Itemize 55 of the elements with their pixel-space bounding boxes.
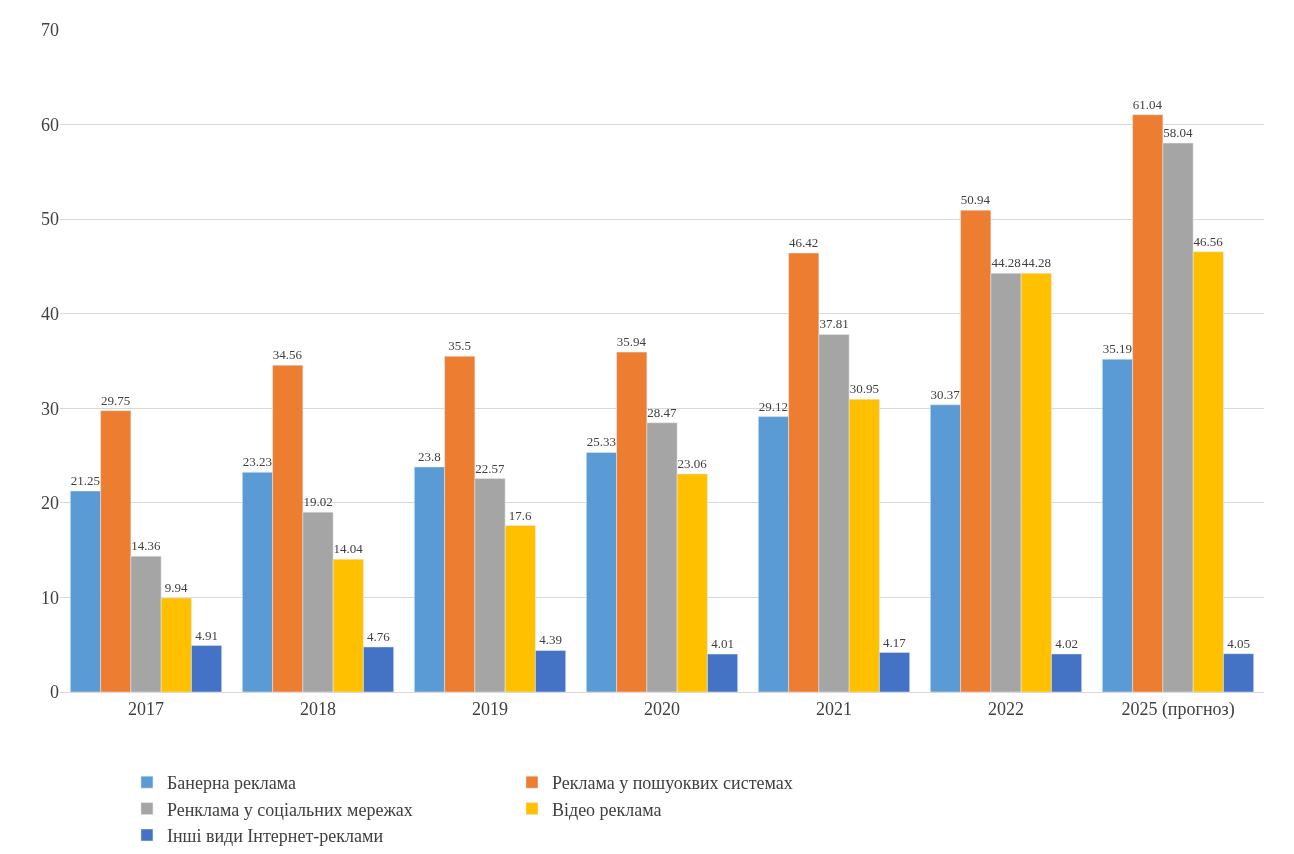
data-label: 61.04 <box>1132 96 1163 112</box>
x-tick-label: 2017 <box>128 698 164 719</box>
data-label: 4.01 <box>711 636 734 652</box>
data-label: 23.23 <box>242 454 273 470</box>
data-label: 23.8 <box>418 448 441 464</box>
data-label: 4.91 <box>195 627 218 643</box>
y-tick-label: 10 <box>41 587 59 608</box>
legend-label: Ренклама у соціальних мережах <box>166 799 413 820</box>
data-label: 21.25 <box>70 473 101 489</box>
x-tick-label: 2021 <box>816 698 852 719</box>
data-label: 44.28 <box>1021 255 1051 271</box>
data-label: 46.42 <box>789 235 819 250</box>
data-label: 4.02 <box>1055 635 1078 651</box>
data-label: 34.56 <box>272 347 303 363</box>
legend-label: Банерна реклама <box>166 773 297 794</box>
data-label: 19.02 <box>303 494 333 510</box>
data-label: 29.12 <box>758 398 789 414</box>
y-tick-label: 70 <box>41 20 59 41</box>
data-label: 37.81 <box>819 316 849 332</box>
data-label: 4.05 <box>1227 635 1250 651</box>
x-tick-label: 2020 <box>644 698 680 719</box>
legend-label: Інші види Інтернет-реклами <box>166 826 384 847</box>
data-label: 44.28 <box>991 255 1021 271</box>
y-tick-label: 20 <box>41 493 59 514</box>
data-label: 29.75 <box>101 392 131 408</box>
data-label: 4.17 <box>882 634 907 650</box>
data-label: 4.39 <box>539 632 562 648</box>
legend-label: Реклама у пошуоквих системах <box>551 773 793 794</box>
y-tick-label: 60 <box>41 114 59 135</box>
data-label: 28.47 <box>647 404 677 420</box>
data-label: 35.5 <box>448 338 472 354</box>
x-tick-label: 2022 <box>988 698 1024 719</box>
data-label: 46.56 <box>1193 233 1224 249</box>
data-label: 4.76 <box>366 628 391 644</box>
y-tick-label: 0 <box>50 682 59 703</box>
data-label: 22.57 <box>475 460 505 476</box>
data-label: 14.04 <box>333 541 364 557</box>
x-tick-label: 2019 <box>472 698 508 719</box>
data-label: 50.94 <box>960 192 991 208</box>
data-label: 14.36 <box>131 538 161 554</box>
y-tick-label: 30 <box>41 398 59 419</box>
x-tick-label: 2018 <box>300 698 336 719</box>
data-label: 17.6 <box>508 507 532 523</box>
legend-label: Відео реклама <box>551 799 662 820</box>
x-tick-label: 2025 (прогноз) <box>1121 698 1235 720</box>
data-label: 58.04 <box>1163 125 1193 141</box>
data-label: 35.94 <box>616 334 647 350</box>
data-label: 30.95 <box>849 381 879 397</box>
y-tick-label: 50 <box>41 209 59 230</box>
data-label: 35.19 <box>1102 341 1133 357</box>
data-label: 23.06 <box>677 455 708 471</box>
y-tick-label: 40 <box>41 304 59 325</box>
data-label: 30.37 <box>930 386 961 402</box>
data-label: 25.33 <box>586 434 617 450</box>
data-label: 9.94 <box>164 580 188 595</box>
